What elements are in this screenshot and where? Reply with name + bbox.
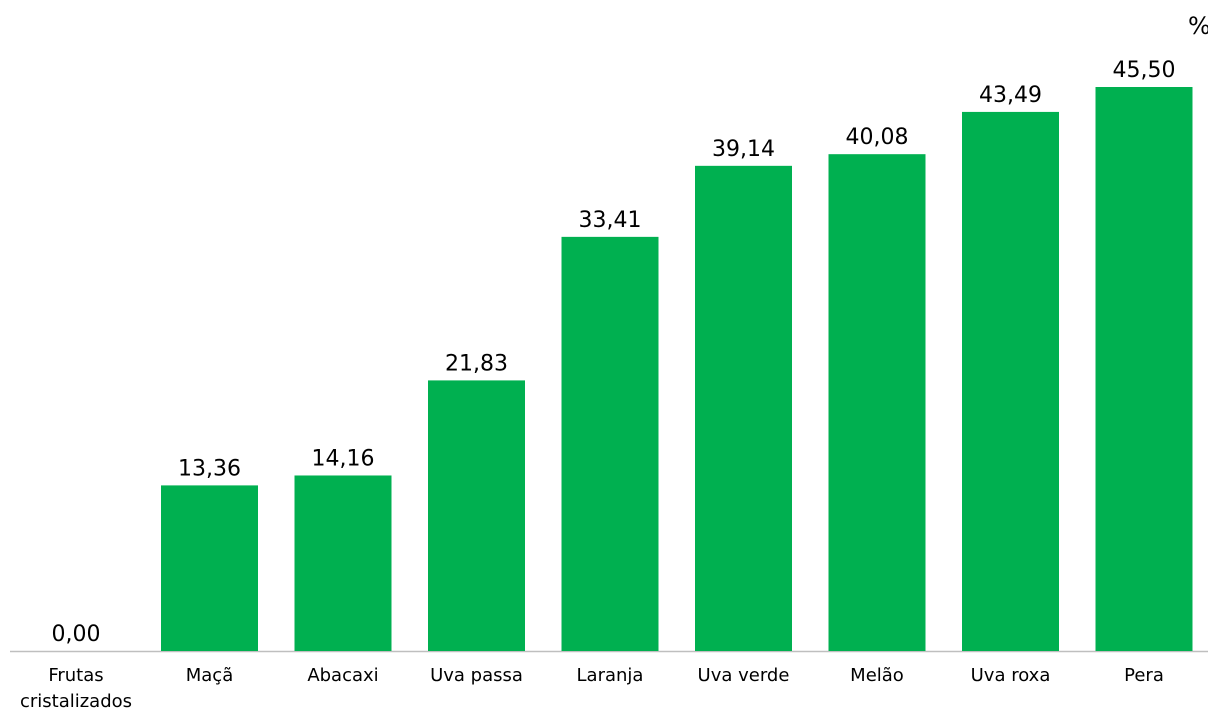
x-tick-label-2: Abacaxi bbox=[307, 665, 378, 686]
bar-8 bbox=[1095, 87, 1193, 651]
bar-2 bbox=[294, 475, 392, 651]
x-tick-label-7: Uva roxa bbox=[971, 665, 1051, 686]
data-label-1: 13,36 bbox=[178, 456, 241, 481]
data-label-5: 39,14 bbox=[712, 137, 775, 162]
x-tick-label-5: Uva verde bbox=[698, 665, 790, 686]
x-tick-label-0: Frutas cristalizados bbox=[20, 665, 132, 712]
x-tick-label-4: Laranja bbox=[577, 665, 644, 686]
data-label-6: 40,08 bbox=[846, 125, 909, 150]
x-tick-label-1: Maçã bbox=[186, 665, 234, 686]
data-label-2: 14,16 bbox=[312, 446, 375, 471]
data-label-8: 45,50 bbox=[1113, 58, 1176, 83]
unit-label: % bbox=[1188, 12, 1208, 40]
x-tick-label-8: Pera bbox=[1124, 665, 1164, 686]
bar-4 bbox=[561, 236, 659, 651]
bar-6 bbox=[828, 154, 926, 651]
data-label-3: 21,83 bbox=[445, 351, 508, 376]
x-tick-label-3: Uva passa bbox=[430, 665, 523, 686]
data-label-0: 0,00 bbox=[52, 622, 101, 647]
data-label-7: 43,49 bbox=[979, 83, 1042, 108]
bar-3 bbox=[428, 380, 525, 651]
data-label-4: 33,41 bbox=[579, 208, 642, 233]
bar-5 bbox=[695, 165, 792, 651]
x-tick-label-6: Melão bbox=[850, 665, 904, 686]
bar-7 bbox=[962, 111, 1059, 651]
bar-1 bbox=[161, 485, 258, 651]
